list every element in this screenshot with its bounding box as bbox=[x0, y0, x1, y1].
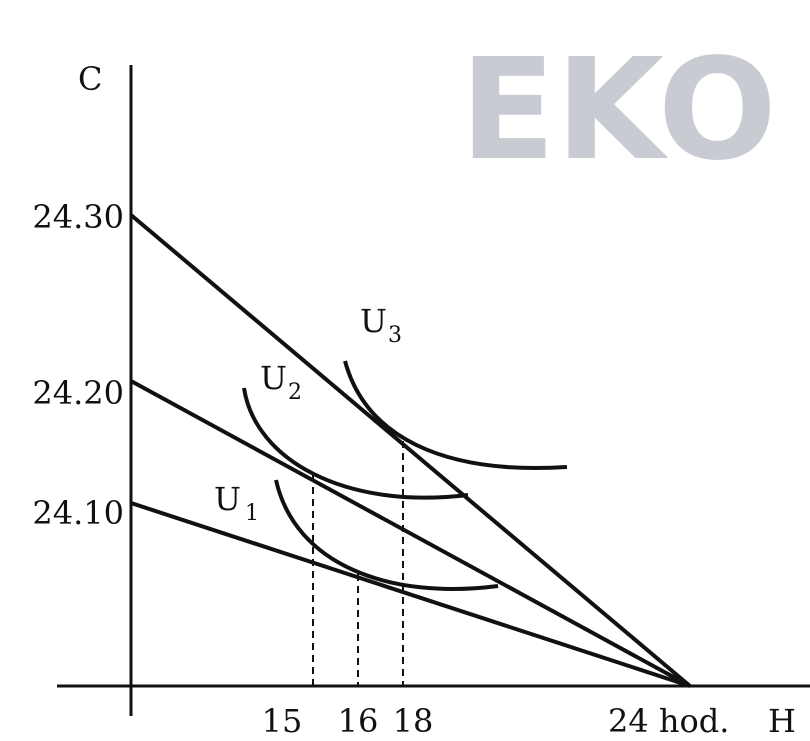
budget-line-24-20 bbox=[130, 379, 691, 688]
x-tick-15: 15 bbox=[262, 702, 303, 740]
curve-label-u3-letter: U bbox=[360, 302, 387, 340]
y-tick-24-10: 24.10 bbox=[32, 494, 124, 532]
watermark-text: EKO bbox=[460, 29, 777, 192]
curve-label-u1-letter: U bbox=[214, 480, 241, 518]
curve-label-u2-subscript: 2 bbox=[288, 380, 302, 405]
curve-label-u1-subscript: 1 bbox=[245, 501, 259, 526]
y-tick-24-30: 24.30 bbox=[32, 198, 124, 236]
x-tick-24-hod: 24 hod. bbox=[608, 702, 729, 740]
x-tick-18: 18 bbox=[393, 702, 434, 740]
curve-label-u2: U 2 bbox=[260, 359, 302, 405]
y-tick-24-20: 24.20 bbox=[32, 374, 124, 412]
x-axis-label: H bbox=[768, 702, 796, 740]
indifference-curve-u3 bbox=[343, 360, 568, 470]
budget-line-24-10 bbox=[130, 501, 691, 688]
indifference-curve-u1 bbox=[274, 479, 499, 591]
y-axis-label: C bbox=[78, 60, 102, 98]
x-tick-16: 16 bbox=[338, 702, 379, 740]
curve-label-u3: U 3 bbox=[360, 302, 402, 348]
indifference-curve-u2 bbox=[242, 387, 469, 500]
curve-label-u3-subscript: 3 bbox=[388, 323, 402, 348]
curve-label-u2-letter: U bbox=[260, 359, 287, 397]
curve-label-u1: U 1 bbox=[214, 480, 259, 526]
watermark: EKO bbox=[460, 29, 777, 192]
budget-line-24-30 bbox=[129, 213, 692, 688]
